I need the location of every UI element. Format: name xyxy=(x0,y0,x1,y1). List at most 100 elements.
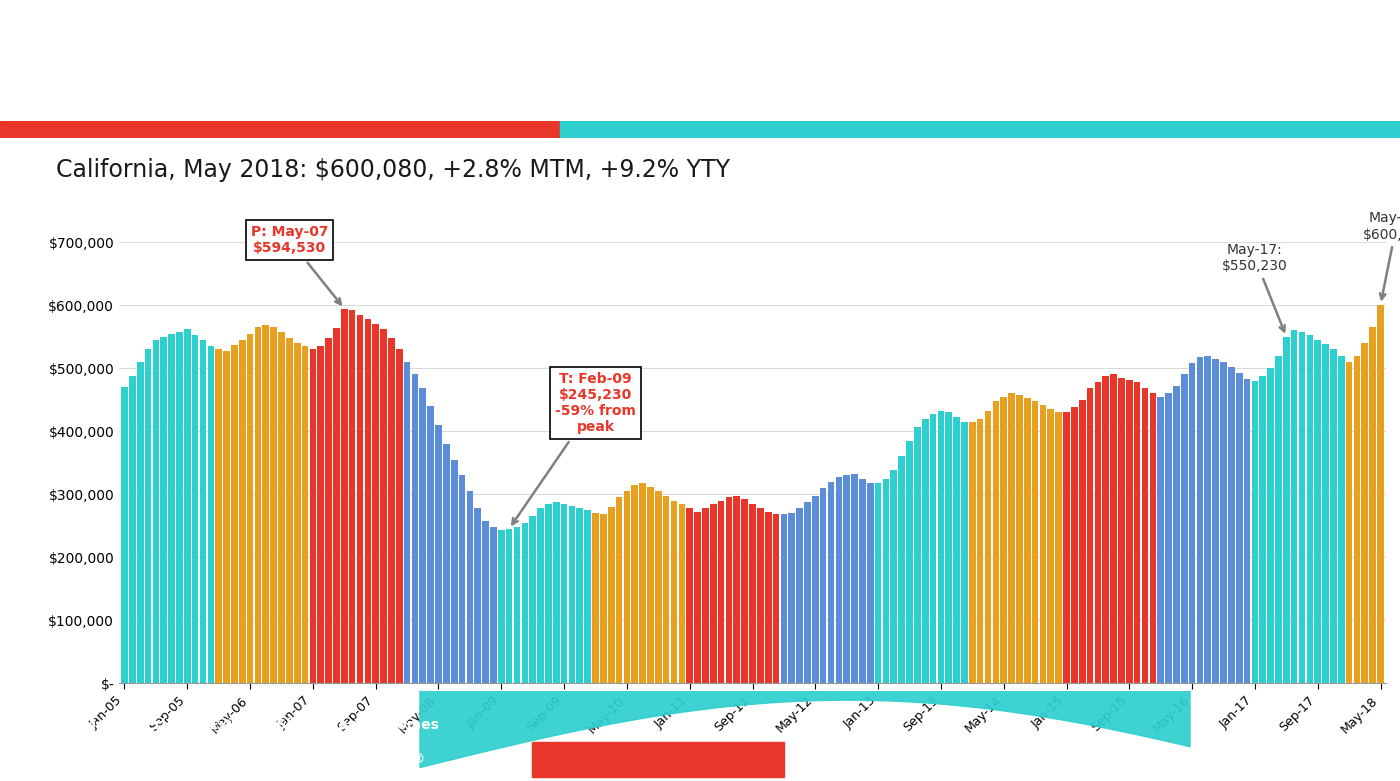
Bar xyxy=(930,414,937,683)
Bar xyxy=(1252,381,1259,683)
Bar xyxy=(538,508,543,683)
Bar xyxy=(773,515,780,683)
Bar xyxy=(522,522,528,683)
Bar xyxy=(601,515,606,683)
Bar xyxy=(1322,344,1329,683)
Bar xyxy=(255,327,262,683)
Bar xyxy=(1110,374,1117,683)
Bar xyxy=(475,508,482,683)
Bar xyxy=(921,419,928,683)
Text: SOURCE:  CALIFORNIA ASSOCIATION OF REALTORS®: SOURCE: CALIFORNIA ASSOCIATION OF REALTO… xyxy=(17,751,426,765)
Bar xyxy=(309,349,316,683)
Bar xyxy=(318,346,323,683)
Bar xyxy=(764,512,771,683)
Bar xyxy=(914,427,921,683)
Bar xyxy=(631,485,638,683)
Bar xyxy=(945,412,952,683)
Bar xyxy=(372,324,379,683)
Bar xyxy=(1079,400,1085,683)
Bar xyxy=(442,444,449,683)
Bar xyxy=(286,338,293,683)
Bar xyxy=(223,351,230,683)
Bar xyxy=(1182,374,1187,683)
Bar xyxy=(490,527,497,683)
Bar xyxy=(207,346,214,683)
Text: P: May-07
$594,530: P: May-07 $594,530 xyxy=(251,225,340,305)
Bar xyxy=(608,507,615,683)
Bar xyxy=(1016,394,1023,683)
Text: CA Median Price Reached a New Record
High: CA Median Price Reached a New Record Hig… xyxy=(129,27,783,90)
Bar xyxy=(662,495,669,683)
Bar xyxy=(640,483,645,683)
Bar xyxy=(875,483,882,683)
Bar xyxy=(1149,394,1156,683)
Bar xyxy=(1354,355,1361,683)
Text: SERIES: Median Price of Existing Single Family Homes: SERIES: Median Price of Existing Single … xyxy=(17,719,438,733)
Bar xyxy=(984,411,991,683)
Bar xyxy=(577,508,584,683)
Bar xyxy=(161,337,167,683)
Bar xyxy=(498,530,504,683)
Bar xyxy=(734,495,741,683)
Bar xyxy=(1001,397,1007,683)
Bar xyxy=(482,522,489,683)
Bar xyxy=(623,491,630,683)
Bar xyxy=(812,495,819,683)
Bar xyxy=(701,508,708,683)
Bar xyxy=(969,422,976,683)
Bar xyxy=(1275,355,1282,683)
Bar xyxy=(1369,327,1376,683)
Bar xyxy=(1071,407,1078,683)
Bar xyxy=(153,340,160,683)
Bar xyxy=(694,512,701,683)
Bar xyxy=(1361,343,1368,683)
Bar xyxy=(1378,305,1383,683)
Bar xyxy=(262,326,269,683)
Bar xyxy=(1330,349,1337,683)
Bar xyxy=(993,401,1000,683)
Bar xyxy=(396,349,403,683)
Bar xyxy=(899,456,904,683)
Text: California, May 2018: $600,080, +2.8% MTM, +9.2% YTY: California, May 2018: $600,080, +2.8% MT… xyxy=(56,158,729,182)
Bar xyxy=(710,504,717,683)
Bar xyxy=(560,121,1400,138)
Bar xyxy=(1141,388,1148,683)
Bar xyxy=(1338,355,1344,683)
Bar xyxy=(192,335,199,683)
Bar xyxy=(647,487,654,683)
Bar xyxy=(545,504,552,683)
Bar xyxy=(797,508,804,683)
Bar xyxy=(1221,362,1226,683)
Bar xyxy=(200,340,206,683)
Bar xyxy=(0,121,560,138)
Bar xyxy=(1040,405,1046,683)
Bar xyxy=(906,440,913,683)
Bar xyxy=(725,497,732,683)
Bar xyxy=(1173,386,1180,683)
Bar xyxy=(183,329,190,683)
Bar xyxy=(420,388,426,683)
Text: May-18:
$600,860: May-18: $600,860 xyxy=(1364,212,1400,299)
Bar xyxy=(1119,378,1124,683)
Bar xyxy=(122,387,127,683)
Bar xyxy=(820,488,826,683)
Bar xyxy=(388,338,395,683)
Bar xyxy=(1243,379,1250,683)
Bar xyxy=(231,345,238,683)
Bar xyxy=(357,315,364,683)
Bar xyxy=(176,332,183,683)
Bar xyxy=(1197,357,1203,683)
Bar xyxy=(325,338,332,683)
Bar xyxy=(505,529,512,683)
Bar xyxy=(655,491,662,683)
Bar xyxy=(679,504,685,683)
Bar xyxy=(1056,412,1063,683)
Bar xyxy=(1236,373,1243,683)
Bar xyxy=(1212,358,1219,683)
Bar xyxy=(239,340,245,683)
Bar xyxy=(1023,398,1030,683)
Bar xyxy=(938,411,944,683)
Bar xyxy=(349,310,356,683)
Bar xyxy=(977,419,983,683)
Bar xyxy=(1102,376,1109,683)
